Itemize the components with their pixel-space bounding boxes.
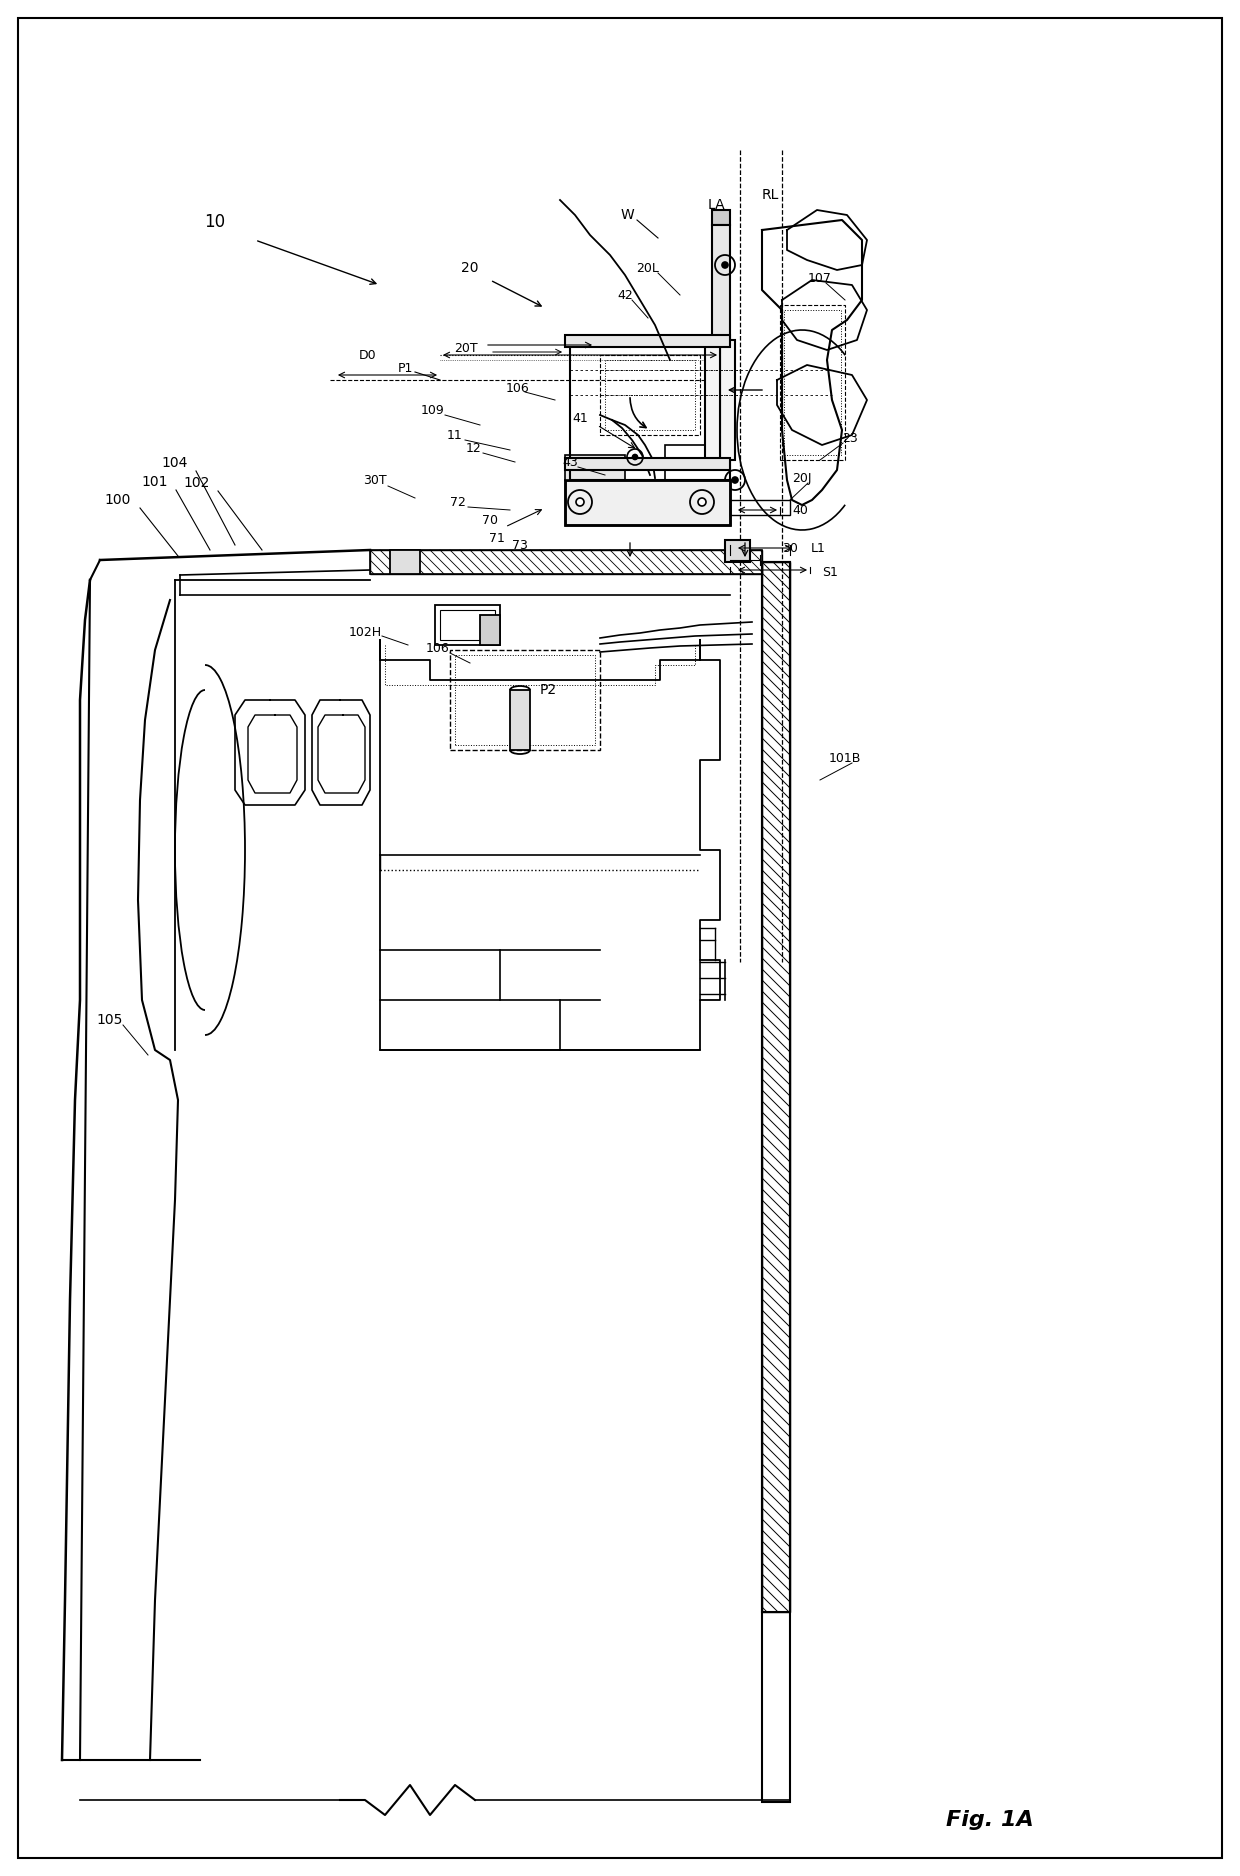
Text: 40: 40 <box>792 503 808 516</box>
Text: 20: 20 <box>461 261 479 276</box>
Bar <box>763 563 790 1803</box>
Bar <box>565 458 730 471</box>
Bar <box>720 340 735 460</box>
Bar <box>435 604 500 645</box>
Text: 71: 71 <box>489 531 505 544</box>
Text: 20J: 20J <box>792 471 812 484</box>
Text: 105: 105 <box>97 1013 123 1026</box>
Bar <box>370 550 763 574</box>
Bar <box>730 501 790 516</box>
Bar <box>570 340 730 480</box>
Text: 30T: 30T <box>363 473 387 486</box>
Bar <box>450 649 600 750</box>
Bar <box>706 340 720 460</box>
Text: 42: 42 <box>618 289 632 302</box>
Text: RL: RL <box>761 188 779 203</box>
Circle shape <box>732 477 738 482</box>
Text: 101: 101 <box>141 475 169 490</box>
Bar <box>565 456 625 480</box>
Text: 30: 30 <box>782 542 797 555</box>
Text: 106: 106 <box>506 381 529 394</box>
Bar <box>784 310 841 456</box>
Text: Fig. 1A: Fig. 1A <box>946 1810 1034 1829</box>
Text: 102: 102 <box>184 477 211 490</box>
Bar <box>763 563 790 1611</box>
Bar <box>480 615 500 645</box>
Text: D0: D0 <box>360 349 377 362</box>
Bar <box>440 610 495 640</box>
Text: P1: P1 <box>397 362 413 375</box>
Bar <box>712 225 730 345</box>
Text: 104: 104 <box>161 456 188 471</box>
Bar <box>600 355 701 435</box>
Text: 20T: 20T <box>454 341 477 355</box>
Text: S1: S1 <box>822 565 838 578</box>
Bar <box>370 550 763 574</box>
Text: 70: 70 <box>482 514 498 527</box>
Bar <box>565 336 730 347</box>
Bar <box>712 210 730 225</box>
Text: L1: L1 <box>811 542 826 555</box>
Circle shape <box>698 497 706 507</box>
Circle shape <box>722 263 728 268</box>
Bar <box>763 563 790 1611</box>
Circle shape <box>632 454 637 460</box>
Text: 100: 100 <box>105 493 131 507</box>
Text: 101B: 101B <box>828 752 862 765</box>
Text: 43: 43 <box>562 456 578 469</box>
Text: 102H: 102H <box>348 625 382 638</box>
Text: 72: 72 <box>450 495 466 508</box>
Bar <box>565 480 730 525</box>
Text: 12: 12 <box>466 441 482 454</box>
Text: 23: 23 <box>842 431 858 445</box>
Text: P2: P2 <box>539 683 557 698</box>
Text: W: W <box>620 208 634 221</box>
Bar <box>391 550 420 574</box>
Bar <box>510 690 529 750</box>
Text: LA: LA <box>707 199 725 212</box>
Bar <box>665 445 730 480</box>
Text: 41: 41 <box>572 411 588 424</box>
Bar <box>780 306 844 460</box>
Text: 20L: 20L <box>636 261 660 274</box>
Text: 11: 11 <box>448 428 463 441</box>
Bar <box>565 480 730 525</box>
Text: 73: 73 <box>512 538 528 552</box>
Bar <box>725 540 750 563</box>
Text: 107: 107 <box>808 272 832 285</box>
Bar <box>605 360 694 430</box>
Bar <box>455 655 595 745</box>
Text: 106: 106 <box>427 642 450 655</box>
Circle shape <box>577 497 584 507</box>
Text: 10: 10 <box>205 214 226 231</box>
Text: 109: 109 <box>422 403 445 416</box>
